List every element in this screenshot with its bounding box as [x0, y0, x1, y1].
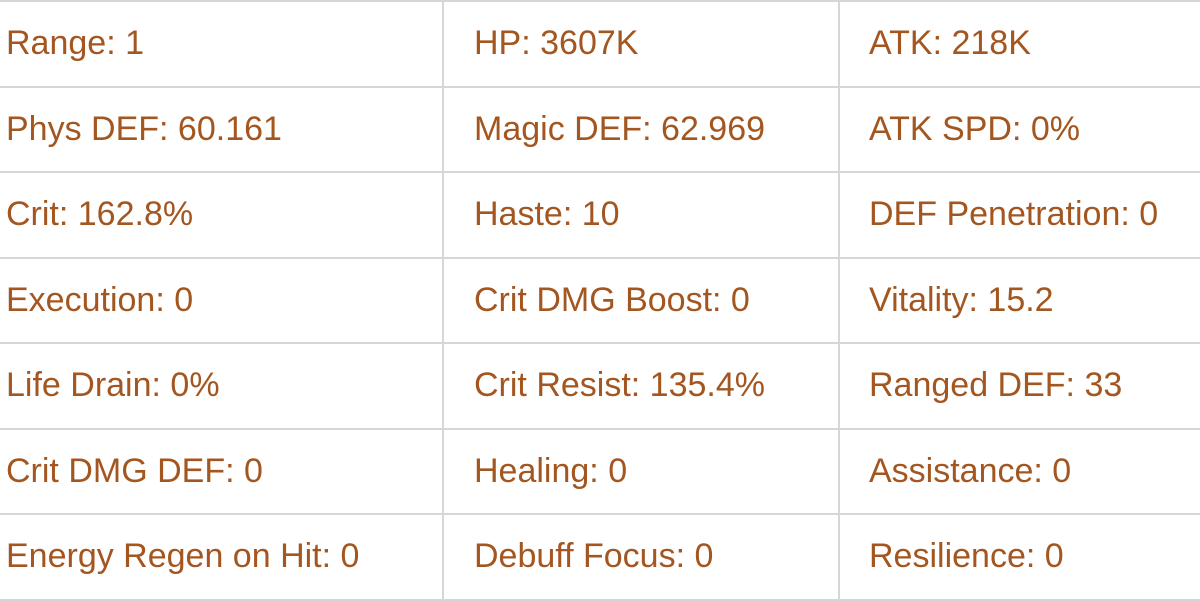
stats-row: Range: 1 HP: 3607K ATK: 218K [0, 0, 1200, 88]
stat-cell: ATK: 218K [838, 0, 1200, 88]
stat-cell: Magic DEF: 62.969 [442, 85, 840, 173]
stat-cell: Vitality: 15.2 [838, 256, 1200, 344]
stat-cell: Crit: 162.8% [0, 171, 444, 259]
stat-cell: Energy Regen on Hit: 0 [0, 513, 444, 601]
stat-cell: Phys DEF: 60.161 [0, 85, 444, 173]
stat-cell: Life Drain: 0% [0, 342, 444, 430]
stats-row: Execution: 0 Crit DMG Boost: 0 Vitality: 1… [0, 256, 1200, 344]
stats-row: Phys DEF: 60.161 Magic DEF: 62.969 ATK SPD… [0, 85, 1200, 173]
stat-cell: Debuff Focus: 0 [442, 513, 840, 601]
stats-row: Life Drain: 0% Crit Resist: 135.4% Ranged … [0, 342, 1200, 430]
stat-cell: Healing: 0 [442, 427, 840, 515]
stat-cell: Ranged DEF: 33 [838, 342, 1200, 430]
stat-cell: Assistance: 0 [838, 427, 1200, 515]
stat-cell: Haste: 10 [442, 171, 840, 259]
stat-cell: Crit DMG Boost: 0 [442, 256, 840, 344]
stats-row: Energy Regen on Hit: 0 Debuff Focus: 0 Res… [0, 513, 1200, 601]
stat-cell: Crit Resist: 135.4% [442, 342, 840, 430]
stats-row: Crit: 162.8% Haste: 10 DEF Penetration: 0 [0, 171, 1200, 259]
stats-row: Crit DMG DEF: 0 Healing: 0 Assistance: 0 [0, 427, 1200, 515]
stat-cell: Resilience: 0 [838, 513, 1200, 601]
stat-cell: HP: 3607K [442, 0, 840, 88]
stat-cell: Execution: 0 [0, 256, 444, 344]
stat-cell: Crit DMG DEF: 0 [0, 427, 444, 515]
stat-cell: Range: 1 [0, 0, 444, 88]
stat-cell: DEF Penetration: 0 [838, 171, 1200, 259]
stat-cell: ATK SPD: 0% [838, 85, 1200, 173]
